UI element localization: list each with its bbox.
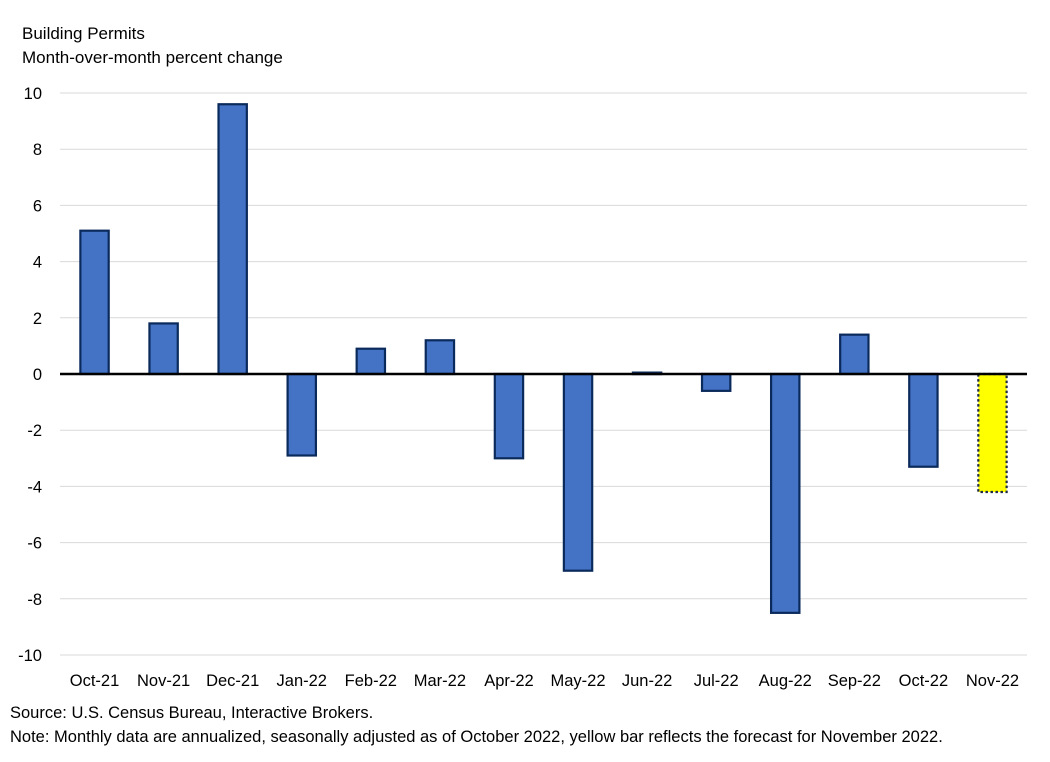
x-tick-label: Mar-22 — [414, 672, 466, 690]
x-tick-label: Dec-21 — [206, 672, 259, 690]
bar — [493, 372, 525, 460]
bar-chart: 10 8 6 4 2 0 -2 -4 -6 -8 -10 Oct-21 Nov-21 Dec-21 Jan-… — [18, 85, 1027, 690]
bar — [769, 372, 801, 614]
bar — [217, 103, 248, 376]
x-tick-label: Oct-21 — [70, 672, 120, 690]
bar — [562, 372, 594, 572]
forecast-bar — [977, 372, 1008, 494]
y-tick-label: -4 — [27, 478, 42, 496]
y-tick-label: -10 — [18, 647, 42, 665]
x-tick-label: Oct-22 — [899, 672, 949, 690]
methodology-note: Note: Monthly data are annualized, seaso… — [10, 728, 943, 746]
x-tick-label: May-22 — [551, 672, 606, 690]
x-tick-label: Jun-22 — [622, 672, 672, 690]
chart-subtitle: Month-over-month percent change — [22, 48, 283, 67]
y-tick-label: -6 — [27, 535, 42, 553]
y-tick-label: 2 — [33, 310, 42, 328]
chart-title: Building Permits — [22, 24, 145, 43]
y-tick-label: 0 — [33, 366, 42, 384]
bar — [286, 372, 318, 457]
chart-title-block: Building Permits Month-over-month percen… — [22, 22, 283, 70]
bar — [79, 229, 110, 376]
y-tick-label: -2 — [27, 422, 42, 440]
bar — [355, 347, 387, 376]
y-tick-label: 8 — [33, 141, 42, 159]
bar — [839, 333, 870, 376]
bar — [148, 322, 179, 376]
y-tick-label: 4 — [33, 254, 42, 272]
y-tick-label: 6 — [33, 197, 42, 215]
y-tick-label: 10 — [24, 85, 42, 103]
x-tick-label: Feb-22 — [345, 672, 397, 690]
x-tick-label: Nov-21 — [137, 672, 190, 690]
x-tick-label: Aug-22 — [759, 672, 812, 690]
x-tick-label: Jul-22 — [694, 672, 739, 690]
y-tick-label: -8 — [27, 591, 42, 609]
x-tick-label: Apr-22 — [484, 672, 534, 690]
x-tick-label: Jan-22 — [277, 672, 327, 690]
source-note: Source: U.S. Census Bureau, Interactive … — [10, 704, 374, 722]
bar — [424, 339, 456, 376]
x-tick-label: Nov-22 — [966, 672, 1019, 690]
x-tick-label: Sep-22 — [828, 672, 881, 690]
bar — [908, 372, 939, 468]
bar — [700, 372, 732, 392]
